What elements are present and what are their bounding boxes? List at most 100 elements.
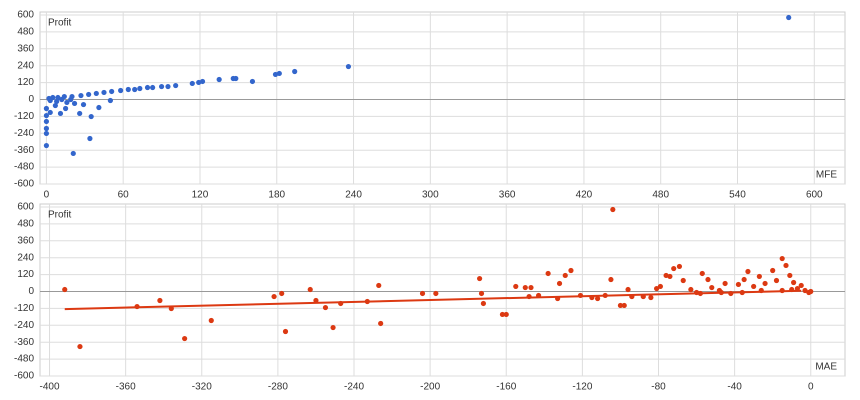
point bbox=[87, 135, 93, 142]
point bbox=[157, 297, 163, 304]
point bbox=[71, 100, 78, 107]
x-tick-label: 420 bbox=[576, 190, 593, 201]
y-tick-label: -480 bbox=[14, 162, 34, 173]
point bbox=[545, 270, 551, 277]
point bbox=[279, 290, 285, 297]
point bbox=[158, 83, 165, 90]
point bbox=[562, 272, 568, 279]
point bbox=[762, 280, 768, 287]
point bbox=[770, 267, 776, 274]
point bbox=[699, 270, 705, 277]
x-tick-label: -240 bbox=[344, 382, 364, 393]
y-tick-label: -600 bbox=[14, 371, 34, 382]
point bbox=[621, 302, 627, 309]
point bbox=[556, 280, 563, 287]
point bbox=[249, 78, 256, 85]
y-tick-label: -600 bbox=[14, 179, 34, 190]
x-tick-label: -400 bbox=[40, 382, 60, 393]
point bbox=[150, 84, 156, 91]
x-tick-label: -80 bbox=[651, 382, 666, 393]
point bbox=[118, 87, 124, 94]
y-tick-label: 0 bbox=[28, 94, 34, 105]
point bbox=[208, 317, 214, 324]
point bbox=[216, 76, 222, 83]
point bbox=[756, 273, 762, 280]
point bbox=[709, 284, 715, 291]
point bbox=[791, 279, 797, 286]
point bbox=[77, 343, 83, 350]
x-tick-label: 120 bbox=[192, 190, 209, 201]
point bbox=[653, 285, 660, 292]
x-tick-label: 600 bbox=[806, 190, 823, 201]
point bbox=[680, 277, 686, 284]
point bbox=[345, 63, 352, 70]
x-tick-label: 180 bbox=[268, 190, 285, 201]
point bbox=[478, 290, 485, 297]
point bbox=[78, 92, 84, 99]
point bbox=[62, 105, 69, 112]
point bbox=[330, 324, 336, 331]
point bbox=[101, 89, 107, 96]
point bbox=[648, 294, 654, 301]
point bbox=[787, 272, 793, 279]
y-tick-label: -360 bbox=[14, 145, 34, 156]
point bbox=[47, 109, 53, 116]
x-axis-label: MAE bbox=[815, 362, 837, 373]
point bbox=[595, 295, 601, 302]
point bbox=[433, 290, 439, 297]
y-tick-label: -240 bbox=[14, 320, 34, 331]
x-tick-label: -200 bbox=[420, 382, 440, 393]
plot-area bbox=[39, 203, 846, 377]
point bbox=[322, 304, 329, 311]
point bbox=[735, 281, 742, 288]
point bbox=[503, 311, 509, 318]
point bbox=[608, 276, 614, 283]
x-tick-label: 60 bbox=[118, 190, 130, 201]
point bbox=[55, 94, 61, 101]
point bbox=[272, 71, 279, 78]
point bbox=[477, 275, 483, 282]
point bbox=[165, 83, 171, 90]
point bbox=[125, 86, 131, 93]
point bbox=[667, 273, 673, 280]
y-tick-label: 120 bbox=[17, 269, 34, 280]
point bbox=[794, 285, 801, 292]
point bbox=[528, 284, 534, 291]
point bbox=[676, 263, 683, 270]
point bbox=[43, 112, 49, 119]
point bbox=[107, 97, 113, 104]
point bbox=[132, 86, 138, 93]
point bbox=[282, 328, 289, 335]
point bbox=[64, 99, 70, 106]
y-tick-label: 600 bbox=[17, 10, 34, 21]
point bbox=[43, 142, 49, 149]
point bbox=[376, 282, 382, 289]
y-tick-label: 240 bbox=[17, 252, 34, 263]
x-tick-label: 0 bbox=[44, 190, 50, 201]
x-tick-label: -280 bbox=[268, 382, 288, 393]
point bbox=[798, 282, 804, 289]
point bbox=[313, 297, 319, 304]
point bbox=[292, 68, 298, 75]
y-tick-label: 360 bbox=[17, 43, 34, 54]
point bbox=[378, 320, 384, 327]
y-tick-label: 0 bbox=[28, 286, 34, 297]
point bbox=[47, 97, 53, 104]
point bbox=[271, 293, 277, 300]
y-tick-label: -240 bbox=[14, 128, 34, 139]
point bbox=[610, 206, 616, 213]
y-tick-label: 480 bbox=[17, 219, 34, 230]
x-tick-label: 480 bbox=[652, 190, 669, 201]
point bbox=[568, 267, 574, 274]
point bbox=[513, 283, 519, 290]
point bbox=[671, 265, 677, 272]
x-tick-label: 300 bbox=[422, 190, 439, 201]
y-axis-label: Profit bbox=[48, 210, 72, 221]
trend-line bbox=[64, 289, 802, 311]
point bbox=[43, 118, 49, 125]
point bbox=[741, 276, 747, 283]
point bbox=[705, 276, 711, 283]
point bbox=[783, 262, 789, 269]
x-tick-label: 240 bbox=[345, 190, 362, 201]
